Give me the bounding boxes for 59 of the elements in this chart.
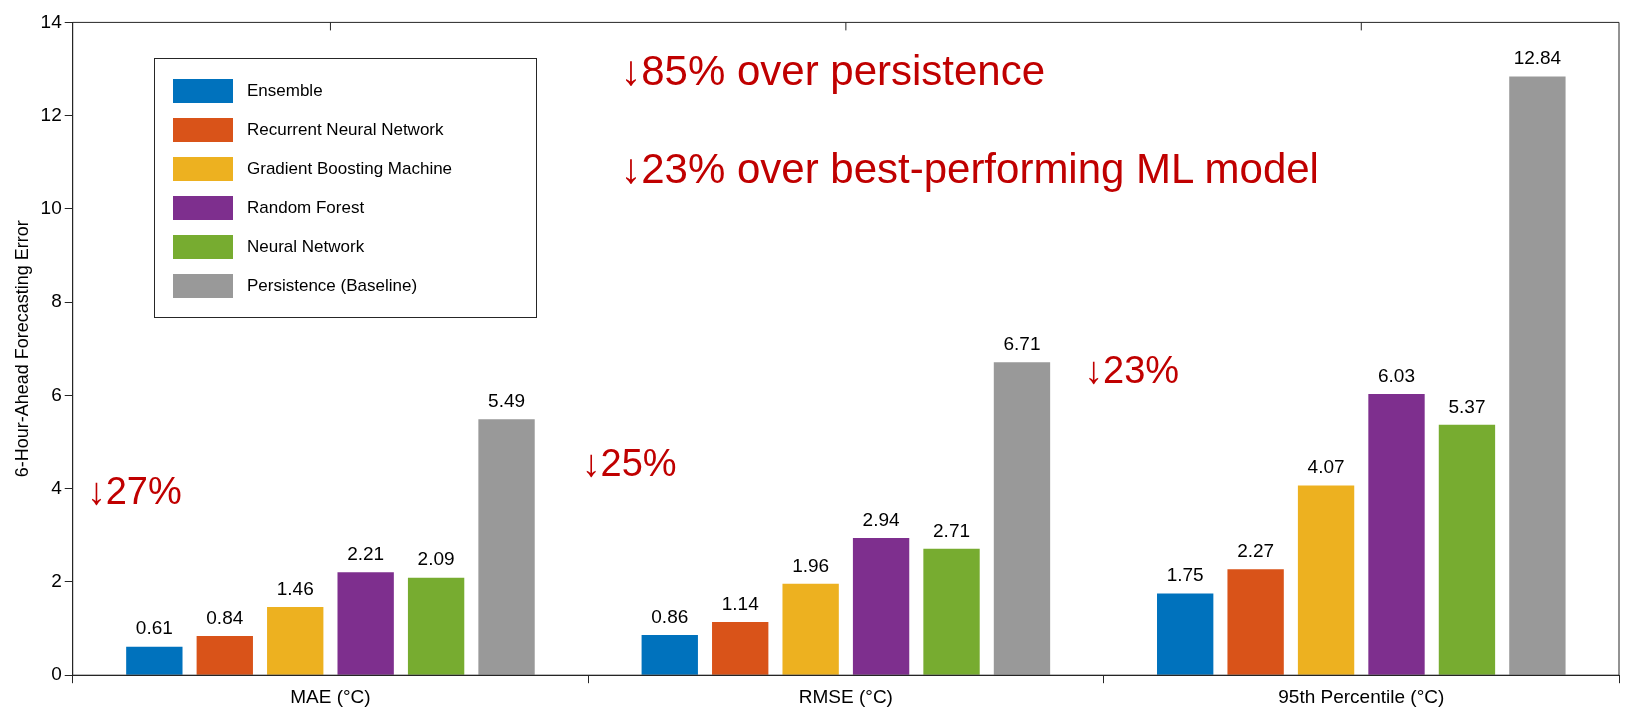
legend-label: Random Forest (247, 197, 365, 218)
data-label: 2.94 (862, 508, 901, 530)
data-label: 1.46 (276, 577, 314, 599)
data-label: 0.84 (206, 606, 244, 628)
data-label: 2.09 (417, 548, 455, 570)
data-label: 1.75 (1166, 564, 1204, 586)
data-label: 2.71 (933, 519, 971, 541)
data-label: 0.61 (135, 617, 173, 639)
bar (1509, 76, 1566, 675)
data-label: 1.96 (792, 554, 830, 576)
annotation: ↓25% (581, 441, 677, 484)
y-tick-label: 4 (51, 476, 63, 498)
y-tick-label: 2 (51, 570, 62, 592)
x-tick-label: RMSE (°C) (798, 685, 893, 707)
bar (267, 607, 324, 675)
data-label: 5.37 (1448, 395, 1486, 417)
bar (852, 538, 910, 675)
y-tick-label: 0 (51, 663, 62, 685)
data-label: 1.14 (721, 592, 760, 614)
x-tick-label: MAE (°C) (290, 685, 371, 707)
bar (782, 583, 839, 675)
bar (478, 419, 535, 675)
bar (1297, 485, 1355, 675)
y-tick-label: 10 (40, 197, 62, 219)
annotation: ↓27% (86, 469, 182, 512)
legend-label: Ensemble (247, 80, 323, 101)
annotation: ↓23% over best-performing ML model (620, 145, 1319, 193)
legend-label: Persistence (Baseline) (247, 275, 418, 296)
data-label: 12.84 (1513, 47, 1562, 69)
data-label: 6.03 (1378, 364, 1415, 386)
data-label: 2.21 (347, 542, 385, 564)
bar (641, 635, 698, 675)
bar (1157, 593, 1214, 675)
y-tick-label: 12 (40, 103, 62, 125)
bar (1368, 394, 1425, 675)
x-tick-label: 95th Percentile (°C) (1278, 685, 1445, 707)
y-axis-title: 6-Hour-Ahead Forecasting Error (11, 220, 32, 478)
bar (196, 636, 253, 675)
bar (337, 572, 394, 675)
y-tick-label: 6 (51, 383, 62, 405)
data-label: 2.27 (1237, 540, 1275, 562)
legend-label: Recurrent Neural Network (247, 119, 444, 140)
y-tick-label: 14 (40, 10, 63, 32)
bar (126, 646, 183, 675)
bar (712, 622, 769, 675)
annotation: ↓23% (1084, 348, 1180, 391)
data-label: 6.71 (1003, 333, 1041, 355)
data-label: 4.07 (1307, 456, 1345, 478)
bar (993, 362, 1051, 675)
data-label: 5.49 (488, 389, 526, 411)
bar (1438, 424, 1496, 675)
bar (923, 548, 980, 675)
bar (407, 577, 465, 675)
annotation: ↓85% over persistence (620, 47, 1046, 95)
legend-label: Gradient Boosting Machine (247, 158, 453, 179)
data-label: 0.86 (651, 605, 689, 627)
bar (1227, 569, 1284, 675)
legend-label: Neural Network (247, 236, 365, 257)
y-tick-label: 8 (51, 290, 62, 312)
